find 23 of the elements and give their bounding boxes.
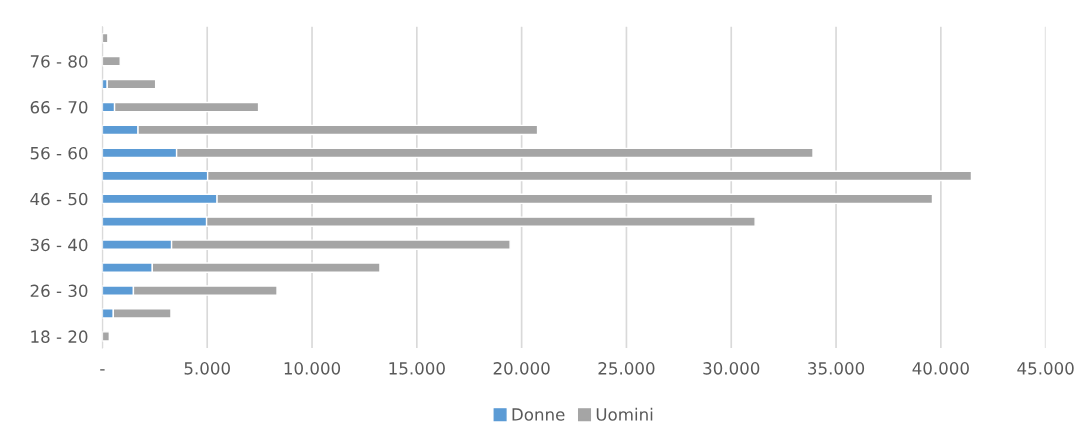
x-tick-label: 45.000 [1017, 362, 1074, 375]
x-tick-label: - [100, 369, 105, 371]
legend-label: Donne [512, 408, 565, 421]
y-tick-label: 46 - 50 [30, 192, 88, 206]
x-tick-label: 40.000 [912, 362, 969, 375]
y-tick-label: 18 - 20 [31, 330, 88, 343]
y-tick-label: 76 - 80 [30, 55, 88, 68]
x-tick-label: 25.000 [598, 362, 655, 375]
y-tick-label: 56 - 60 [30, 146, 88, 160]
bar [102, 331, 111, 342]
x-tick-label: 20.000 [493, 362, 550, 375]
bar [102, 55, 121, 67]
x-tick-label: 35.000 [808, 362, 865, 375]
legend-label: Uomini [596, 407, 653, 421]
x-tick-label: 5.000 [184, 362, 230, 375]
y-tick-label: 36 - 40 [30, 238, 88, 252]
y-tick-label: 66 - 70 [30, 101, 88, 114]
x-tick-label: 30.000 [703, 362, 760, 375]
bar [106, 78, 157, 90]
x-tick-label: 10.000 [284, 362, 341, 375]
x-tick-label: 15.000 [389, 362, 445, 375]
bar [102, 32, 109, 44]
y-tick-label: 26 - 30 [30, 284, 88, 298]
